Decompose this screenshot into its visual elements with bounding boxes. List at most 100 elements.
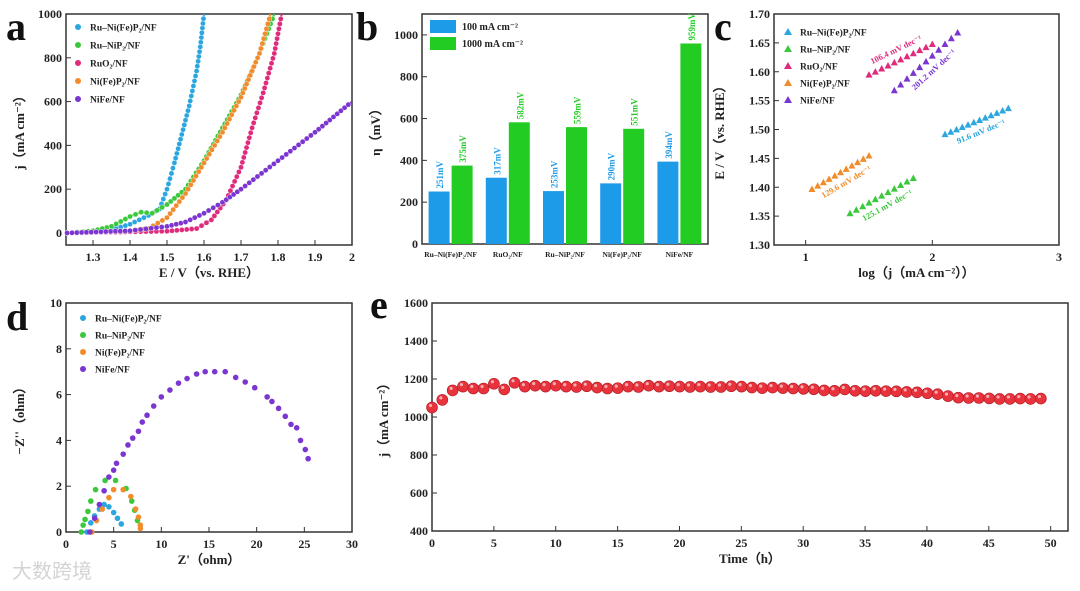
- data-point: [580, 380, 593, 393]
- legend-label: NiFe/NF: [90, 96, 125, 106]
- data-point: [101, 487, 107, 494]
- data-point-highlight: [955, 394, 959, 398]
- data-point: [271, 161, 277, 167]
- data-point: [251, 384, 258, 391]
- data-point: [238, 164, 244, 171]
- data-point-highlight: [501, 385, 505, 390]
- data-point-highlight: [862, 387, 866, 391]
- data-point: [182, 190, 189, 197]
- data-point-highlight: [676, 383, 680, 387]
- data-point: [135, 514, 142, 520]
- data-point: [265, 70, 272, 76]
- data-point-highlight: [563, 383, 567, 387]
- data-point: [243, 144, 250, 151]
- data-point-highlight: [944, 392, 949, 396]
- data-point: [255, 105, 262, 111]
- data-point: [114, 515, 121, 522]
- data-point: [227, 187, 234, 194]
- chart-a: 0 200 400 600 800 1000 1.3 1.4 1.5 1.6 1.7 1.8 1.9 2 E…: [12, 7, 355, 280]
- data-point: [446, 384, 459, 397]
- data-point: [144, 412, 150, 419]
- tafel-slope-label: 106.4 mV dec⁻¹: [869, 33, 924, 66]
- data-point: [193, 225, 200, 232]
- data-point: [87, 529, 93, 535]
- data-point-highlight: [428, 403, 433, 408]
- data-point: [274, 35, 280, 42]
- data-point: [201, 160, 207, 166]
- data-point: [323, 120, 329, 126]
- data-point: [180, 126, 186, 133]
- data-point: [164, 201, 170, 208]
- data-point: [327, 117, 333, 123]
- data-point: [903, 75, 911, 82]
- data-point-highlight: [542, 383, 546, 387]
- chart-c: 1.30 1.35 1.40 1.45 1.50 1.55 1.60 1.65 1.70 1 2 3 l…: [712, 7, 1062, 280]
- y-tick-label: 1400: [404, 334, 428, 348]
- data-point: [297, 437, 304, 444]
- data-point: [102, 477, 108, 484]
- data-point: [519, 380, 531, 393]
- y-tick-label: 400: [44, 138, 62, 152]
- data-point: [193, 371, 200, 377]
- data-point: [239, 159, 246, 166]
- data-point: [132, 227, 139, 233]
- data-point: [897, 80, 905, 88]
- y-tick-label: 1000: [394, 28, 418, 42]
- data-point: [859, 385, 872, 397]
- data-point-highlight: [893, 387, 897, 391]
- data-point-highlight: [459, 383, 464, 387]
- data-point: [426, 401, 438, 414]
- data-point: [120, 486, 126, 493]
- data-point: [198, 34, 205, 41]
- data-point: [878, 65, 886, 72]
- x-tick-label: 1.6: [197, 250, 212, 264]
- data-point: [935, 46, 943, 53]
- data-point: [922, 57, 930, 65]
- data-point: [171, 195, 178, 202]
- bar: [566, 127, 587, 244]
- data-point: [73, 229, 80, 236]
- data-point-highlight: [965, 394, 969, 398]
- data-point: [122, 222, 129, 229]
- data-point: [663, 380, 676, 393]
- data-point: [85, 508, 91, 515]
- data-point: [909, 69, 917, 76]
- bar: [657, 161, 679, 244]
- data-point: [457, 380, 469, 393]
- data-point: [725, 380, 738, 393]
- data-point: [947, 128, 955, 135]
- data-point: [261, 85, 268, 91]
- data-point-highlight: [779, 384, 783, 388]
- data-point: [201, 210, 207, 217]
- data-point: [214, 138, 221, 144]
- data-point: [110, 486, 117, 493]
- data-point: [195, 58, 201, 65]
- data-point-highlight: [717, 383, 722, 387]
- data-point: [211, 142, 218, 149]
- data-point: [735, 380, 748, 393]
- data-point: [158, 394, 165, 400]
- data-point: [828, 384, 841, 397]
- data-point: [315, 126, 322, 132]
- data-point: [127, 227, 133, 234]
- data-point: [200, 15, 207, 22]
- data-point-highlight: [831, 387, 835, 391]
- data-point: [175, 145, 181, 152]
- data-point: [498, 383, 511, 396]
- data-point: [217, 133, 223, 140]
- plot-frame: [65, 13, 353, 246]
- y-tick-label: 600: [44, 95, 62, 109]
- data-point: [267, 65, 273, 71]
- data-point: [467, 382, 480, 395]
- data-point: [138, 209, 144, 215]
- data-point: [983, 392, 996, 405]
- data-point: [179, 227, 185, 233]
- data-point: [112, 477, 119, 484]
- y-tick-label: 0: [56, 226, 62, 240]
- data-point: [164, 214, 170, 221]
- data-point: [211, 368, 218, 375]
- data-point: [196, 48, 203, 55]
- y-tick-label: 1200: [404, 372, 428, 386]
- x-tick-label: 30: [346, 537, 358, 551]
- legend-marker: [784, 28, 792, 35]
